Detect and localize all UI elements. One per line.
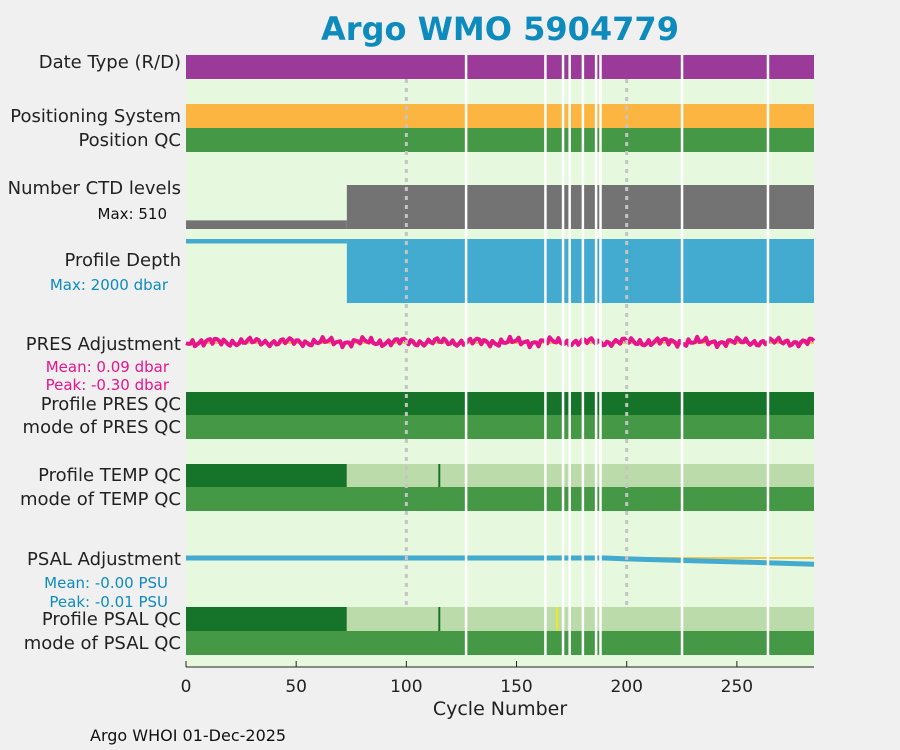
missing-cycle-gap [544, 55, 547, 655]
psal-peak-value: Peak: -0.01 PSU [49, 593, 168, 611]
reference-lines [404, 79, 629, 607]
missing-cycle-gap [561, 55, 565, 655]
footer-credit: Argo WHOI 01-Dec-2025 [90, 726, 287, 745]
temp-qc-segment [186, 464, 347, 487]
ctd-levels-bar [346, 185, 814, 229]
traces-layer [185, 185, 816, 567]
bands-layer [186, 55, 814, 655]
position-qc-band [186, 128, 814, 152]
label-position-qc: Position QC [78, 130, 181, 151]
profile-pres-qc-band [186, 392, 814, 415]
x-ticks: 0 50 100 150 200 250 [181, 661, 753, 697]
missing-cycle-gap [568, 55, 571, 655]
label-positioning-system: Positioning System [10, 106, 181, 127]
date-type-band [186, 55, 814, 79]
label-ctd-levels: Number CTD levels [7, 178, 181, 199]
x-tick-label: 250 [721, 677, 753, 697]
temp-qc-segment [346, 464, 814, 487]
missing-cycle-gaps [464, 55, 770, 655]
missing-cycle-gap [464, 55, 468, 655]
label-profile-psal-qc: Profile PSAL QC [41, 609, 181, 630]
label-profile-pres-qc: Profile PRES QC [40, 394, 181, 415]
label-profile-depth: Profile Depth [64, 250, 181, 271]
plot-background [186, 55, 814, 667]
x-tick-label: 150 [500, 677, 532, 697]
chart-title: Argo WMO 5904779 [321, 10, 679, 48]
positioning-system-band [186, 104, 814, 128]
missing-cycle-gap [581, 55, 585, 655]
label-date-type: Date Type (R/D) [38, 52, 181, 73]
label-mode-temp-qc: mode of TEMP QC [19, 489, 181, 510]
missing-cycle-gap [599, 55, 602, 655]
temp-qc-flag [438, 464, 441, 487]
label-psal-adjustment: PSAL Adjustment [26, 549, 181, 570]
label-pres-adjustment: PRES Adjustment [25, 334, 181, 355]
missing-cycle-gap [766, 55, 770, 655]
mode-psal-qc-band [186, 631, 814, 655]
x-axis-label: Cycle Number [432, 698, 568, 720]
label-mode-pres-qc: mode of PRES QC [22, 417, 181, 438]
ctd-max-value: Max: 510 [97, 205, 167, 223]
label-mode-psal-qc: mode of PSAL QC [23, 633, 181, 654]
pres-adjustment-trace [185, 334, 816, 350]
mode-temp-qc-band [186, 487, 814, 511]
x-tick-label: 0 [181, 677, 192, 697]
pres-peak-value: Peak: -0.30 dbar [45, 376, 169, 394]
x-tick-label: 100 [390, 677, 422, 697]
psal-qc-flag-yellow [556, 607, 559, 631]
psal-qc-segment [346, 607, 814, 631]
missing-cycle-gap [680, 55, 684, 655]
x-tick-label: 200 [610, 677, 642, 697]
profile-depth-bar [346, 239, 814, 303]
psal-qc-flag [438, 607, 441, 631]
depth-max-value: Max: 2000 dbar [49, 276, 168, 294]
label-profile-temp-qc: Profile TEMP QC [38, 465, 181, 486]
psal-mean-value: Mean: -0.00 PSU [44, 574, 168, 592]
profile-depth-bar [186, 239, 347, 244]
psal-qc-segment [186, 607, 347, 631]
ctd-levels-bar [186, 220, 347, 229]
pres-mean-value: Mean: 0.09 dbar [45, 358, 169, 376]
missing-cycle-gap [594, 55, 598, 655]
x-tick-label: 50 [285, 677, 307, 697]
mode-pres-qc-band [186, 415, 814, 439]
